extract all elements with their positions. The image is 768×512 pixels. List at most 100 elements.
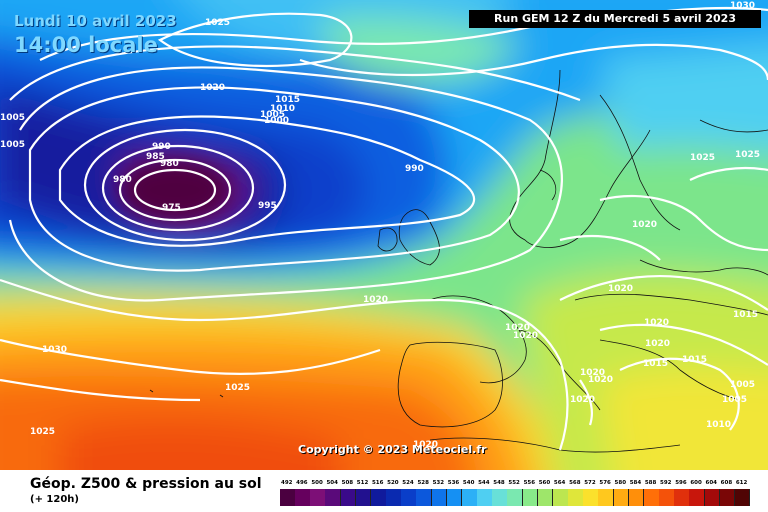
geopotential-fill (0, 0, 768, 470)
color-scale-tick: 612 (735, 480, 748, 486)
color-scale-tick: 572 (584, 480, 596, 486)
color-scale-tick: 500 (311, 480, 323, 486)
color-swatch (674, 489, 690, 506)
isobar-label: 1030 (730, 1, 755, 11)
forecast-date: Lundi 10 avril 2023 (14, 12, 177, 30)
isobar-label: 1005 (260, 110, 285, 120)
color-scale-tick: 604 (705, 480, 717, 486)
color-swatch (613, 489, 630, 506)
color-swatch (461, 489, 478, 506)
color-swatch (552, 489, 569, 506)
isobars (0, 6, 768, 451)
isobar-label: 980 (113, 175, 132, 185)
isobar-label: 1020 (644, 318, 669, 328)
legend-subtitle: (+ 120h) (30, 494, 79, 505)
color-scale-tick: 536 (447, 480, 460, 486)
color-scale-tick: 512 (356, 480, 369, 486)
color-scale-tick: 496 (296, 480, 308, 486)
color-scale-tick: 544 (478, 480, 490, 486)
isobar-label: 1020 (505, 323, 530, 333)
color-scale-labels: 492 496 500 504 508 512 516 520 524 528 532 536 540 5… (280, 480, 750, 490)
isobar-label: 1020 (363, 295, 388, 305)
isobar-label: 1020 (570, 395, 595, 405)
color-scale-tick: 588 (644, 480, 657, 486)
copyright-label: Copyright © 2023 Meteociel.fr (298, 443, 487, 456)
color-swatch (568, 489, 584, 506)
color-swatch (416, 489, 433, 506)
color-scale-tick: 576 (599, 480, 611, 486)
color-scale-tick: 608 (720, 480, 733, 486)
isobar-label: 1020 (645, 339, 670, 349)
color-swatch (370, 489, 387, 506)
isobar-label: 990 (152, 142, 171, 152)
color-swatch (310, 489, 326, 506)
isobar-label: 1025 (205, 18, 230, 28)
color-swatch (659, 489, 675, 506)
color-scale-tick: 552 (508, 480, 520, 486)
isobar-label: 990 (405, 164, 424, 174)
isobar-label: 980 (160, 159, 179, 169)
color-swatch (295, 489, 311, 506)
color-scale-tick: 560 (538, 480, 551, 486)
isobar-label: 975 (162, 203, 181, 213)
color-swatch (734, 489, 751, 506)
isobar-label: 1025 (30, 427, 55, 437)
isobar-label: 1025 (225, 383, 250, 393)
color-swatch (689, 489, 705, 506)
color-scale-tick: 596 (675, 480, 687, 486)
color-scale-tick: 540 (462, 480, 475, 486)
isobar-label: 1005 (0, 140, 25, 150)
color-swatch (446, 489, 463, 506)
isobar-label: 1020 (513, 331, 538, 341)
forecast-time: 14:00 locale (14, 33, 158, 57)
color-swatch (507, 489, 524, 506)
isobar-label: 1005 (722, 395, 747, 405)
color-scale-tick: 548 (493, 480, 505, 486)
isobar-label: 1015 (275, 95, 300, 105)
isobar-label: 1020 (200, 83, 225, 93)
color-scale-tick: 492 (281, 480, 293, 486)
color-swatch (280, 489, 296, 506)
color-swatch (537, 489, 554, 506)
isobar-label: 1005 (0, 113, 25, 123)
color-scale-tick: 592 (660, 480, 672, 486)
color-scale-tick: 520 (387, 480, 399, 486)
color-scale-tick: 508 (341, 480, 354, 486)
color-scale (280, 489, 751, 506)
color-swatch (719, 489, 736, 506)
color-scale-tick: 528 (417, 480, 429, 486)
color-scale-tick: 600 (690, 480, 702, 486)
color-scale-tick: 584 (629, 480, 642, 486)
legend-title: Géop. Z500 & pression au sol (30, 476, 262, 492)
isobar-label: 1020 (632, 220, 657, 230)
color-scale-tick: 532 (432, 480, 445, 486)
color-scale-tick: 568 (569, 480, 581, 486)
color-swatch (522, 489, 539, 506)
isobar-labels: 1030 1025 1020 1015 1010 1005 1000 990 9… (0, 1, 760, 450)
weather-map: 1030 1025 1020 1015 1010 1005 1000 990 9… (0, 0, 768, 470)
color-swatch (355, 489, 372, 506)
color-scale-tick: 516 (371, 480, 384, 486)
isobar-label: 1020 (580, 368, 605, 378)
run-info-banner: Run GEM 12 Z du Mercredi 5 avril 2023 (469, 10, 761, 28)
color-swatch (477, 489, 493, 506)
color-scale-tick: 556 (523, 480, 536, 486)
color-swatch (704, 489, 721, 506)
isobar-label: 1005 (730, 380, 755, 390)
color-swatch (340, 489, 357, 506)
color-swatch (628, 489, 645, 506)
isobar-label: 1000 (264, 116, 289, 126)
color-swatch (598, 489, 615, 506)
color-scale-tick: 504 (326, 480, 338, 486)
isobar-label: 1010 (270, 104, 295, 114)
isobar-label: 995 (258, 201, 277, 211)
color-scale-tick: 524 (402, 480, 414, 486)
color-scale-tick: 580 (614, 480, 627, 486)
color-swatch (643, 489, 660, 506)
color-swatch (325, 489, 342, 506)
isobar-label: 1015 (682, 355, 707, 365)
isobar-label: 1020 (608, 284, 633, 294)
isobar-label: 1025 (690, 153, 715, 163)
color-swatch (401, 489, 417, 506)
